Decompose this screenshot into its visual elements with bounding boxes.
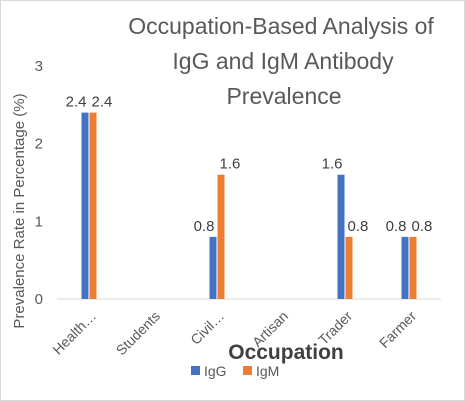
y-tick-label: 0 [35,291,43,308]
chart-title: Occupation-Based Analysis of IgG and IgM… [128,13,434,109]
y-axis-label: Prevalence Rate in Percentage (%) [11,93,28,328]
data-label: 1.6 [220,156,241,173]
legend-swatch-igg [191,366,200,375]
bar-igg [81,112,89,299]
legend-swatch-igm [243,366,252,375]
bars [81,112,417,299]
data-label: 1.6 [322,156,343,173]
y-tick-label: 1 [35,213,43,230]
bar-igm [217,174,225,299]
data-label: 2.4 [66,94,87,111]
y-tick-label: 2 [35,136,43,153]
legend-label: IgG [204,363,227,379]
x-tick-label: Farmer [376,308,419,351]
bar-igg [209,236,217,299]
data-label: 0.8 [386,218,407,235]
bar-igm [409,236,417,299]
x-tick-label: Health… [49,308,99,358]
chart-title-line-3: Prevalence [226,83,341,109]
data-labels: 2.4 0.8 1.6 0.8 2.4 1.6 0.8 0.8 [66,94,433,235]
x-tick-label: Students [113,308,163,358]
bar-igm [345,236,353,299]
data-label: 0.8 [348,218,369,235]
data-label: 0.8 [412,218,433,235]
data-label: 0.8 [194,218,215,235]
y-tick-label: 3 [35,58,43,75]
legend-label: IgM [256,363,279,379]
chart-title-line-2: IgG and IgM Antibody [172,48,394,74]
chart-title-line-1: Occupation-Based Analysis of [128,13,434,39]
data-label: 2.4 [92,94,113,111]
bar-igm [89,112,97,299]
bar-igg [401,236,409,299]
legend: IgG IgM [191,363,279,379]
bar-igg [337,174,345,299]
x-axis-label: Occupation [228,341,344,364]
x-tick-label: Civil… [187,308,227,348]
